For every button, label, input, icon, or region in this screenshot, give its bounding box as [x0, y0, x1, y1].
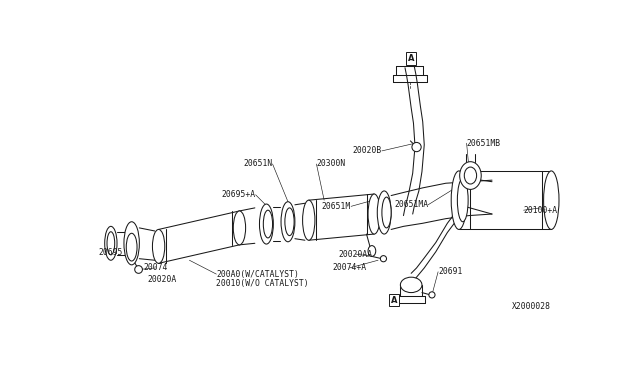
Ellipse shape	[458, 179, 468, 222]
Text: 200A0(W/CATALYST): 200A0(W/CATALYST)	[216, 270, 300, 279]
Ellipse shape	[368, 194, 380, 234]
Text: 20651M: 20651M	[322, 202, 351, 211]
Circle shape	[429, 292, 435, 298]
Ellipse shape	[152, 230, 164, 263]
Text: 20651MA: 20651MA	[394, 200, 428, 209]
Text: 20300N: 20300N	[316, 160, 346, 169]
Text: 20695+A: 20695+A	[221, 190, 255, 199]
Ellipse shape	[124, 222, 140, 265]
Text: 20651MB: 20651MB	[467, 139, 500, 148]
Text: 20695: 20695	[99, 248, 123, 257]
Circle shape	[412, 142, 421, 152]
Ellipse shape	[382, 197, 391, 228]
Ellipse shape	[451, 171, 467, 230]
Text: 20020AA: 20020AA	[339, 250, 372, 259]
Ellipse shape	[126, 233, 137, 261]
Circle shape	[135, 266, 143, 273]
Ellipse shape	[303, 200, 315, 240]
Ellipse shape	[107, 232, 115, 255]
Text: 20020B: 20020B	[353, 147, 382, 155]
Text: 20651N: 20651N	[243, 160, 273, 169]
Text: 20010(W/O CATALYST): 20010(W/O CATALYST)	[216, 279, 309, 288]
Ellipse shape	[263, 210, 273, 238]
Text: 20100+A: 20100+A	[524, 206, 557, 215]
Ellipse shape	[105, 226, 117, 260]
Ellipse shape	[401, 277, 422, 293]
Ellipse shape	[543, 171, 559, 230]
Text: 20691: 20691	[438, 267, 463, 276]
Ellipse shape	[368, 246, 376, 256]
Text: X2000028: X2000028	[512, 302, 551, 311]
Text: 20074+A: 20074+A	[333, 263, 367, 272]
Text: 20020A: 20020A	[148, 275, 177, 284]
Ellipse shape	[285, 208, 294, 235]
Text: A: A	[391, 296, 397, 305]
Ellipse shape	[464, 167, 477, 184]
Ellipse shape	[281, 202, 295, 242]
Ellipse shape	[460, 162, 481, 189]
Circle shape	[380, 256, 387, 262]
Ellipse shape	[378, 191, 391, 234]
Ellipse shape	[259, 204, 273, 244]
Text: A: A	[408, 54, 415, 63]
Text: 20074: 20074	[143, 263, 168, 272]
Ellipse shape	[234, 211, 246, 245]
